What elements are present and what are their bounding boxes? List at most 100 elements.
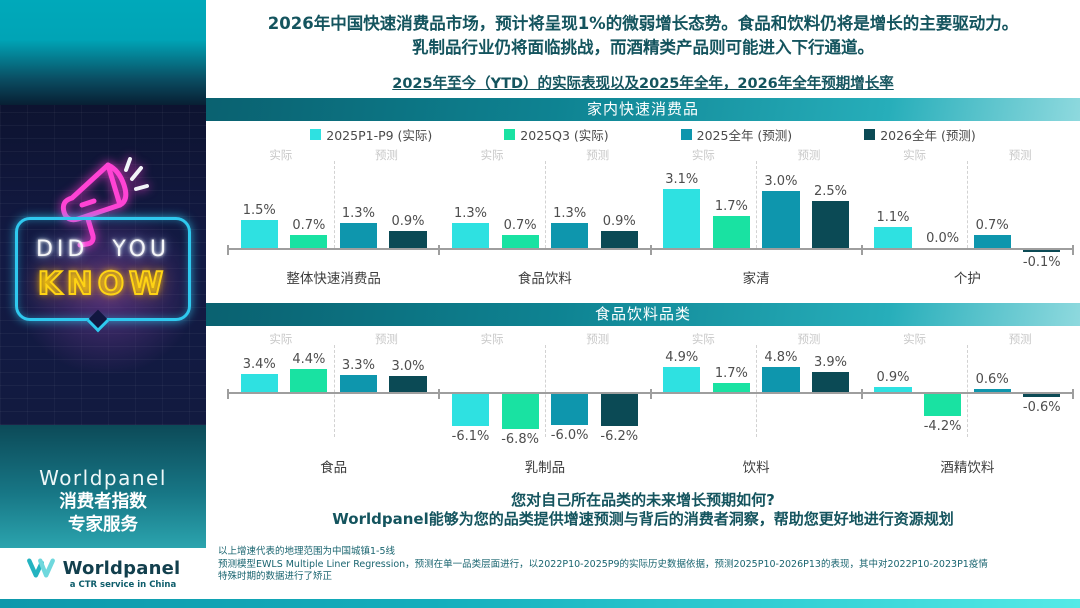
category-label: 酒精饮料 [940, 460, 995, 476]
actual-forecast-divider [967, 161, 969, 248]
forecast-sublabel: 预测 [586, 332, 610, 346]
category-label: 家清 [742, 271, 770, 287]
bar-series-1 [712, 215, 750, 248]
bottom-accent-bar [0, 599, 1080, 608]
bar-group-0: 实际 预测 1.5% 0.7% 1.3% 0.9% 整体快速消费品 [227, 145, 439, 290]
bar-series-3 [1023, 394, 1061, 398]
bar-group-3: 实际 预测 0.9% -4.2% 0.6% -0.6% 酒精饮料 [860, 329, 1074, 479]
neon-word-did: DID [35, 237, 89, 262]
bar-value-label: 0.7% [975, 217, 1009, 233]
bar-value-label: 4.9% [665, 349, 699, 365]
bar-series-2 [551, 223, 589, 248]
bar-group-2: 实际 预测 3.1% 1.7% 3.0% 2.5% 家清 [649, 145, 862, 290]
neon-speech-bubble: DID YOU KNOW [15, 217, 191, 333]
bar-value-label: -0.1% [1022, 254, 1061, 270]
worldpanel-w-icon [26, 558, 55, 578]
axis-tick [860, 245, 863, 255]
chart2-header-band: 食品饮料品类 [206, 303, 1080, 326]
bar-value-label: 3.0% [391, 359, 425, 375]
forecast-sublabel: 预测 [586, 148, 610, 162]
bar-series-1 [501, 394, 539, 430]
bar-group-0: 实际 预测 3.4% 4.4% 3.3% 3.0% 食品 [227, 329, 439, 479]
bar-series-1 [290, 234, 328, 248]
legend-item-1: 2025Q3 (实际) [504, 125, 609, 143]
bar-series-2 [973, 388, 1011, 392]
legend-label: 2026全年 (预测) [880, 127, 976, 143]
category-label: 食品 [320, 460, 348, 476]
bar-value-label: 0.9% [876, 370, 910, 386]
cta-text: 您对自己所在品类的未来增长预期如何? Worldpanel能够为您的品类提供增速… [206, 491, 1080, 529]
legend-swatch [864, 128, 876, 140]
actual-sublabel: 实际 [903, 148, 927, 162]
bar-series-1 [712, 383, 750, 392]
actual-forecast-divider [967, 345, 969, 437]
axis-tick-end [1072, 389, 1074, 399]
bar-series-2 [762, 367, 800, 392]
bar-series-0 [240, 219, 278, 248]
bar-series-2 [551, 394, 589, 426]
legend-swatch [310, 128, 322, 140]
actual-forecast-divider [333, 345, 335, 437]
bar-value-label: 3.3% [341, 357, 375, 373]
bar-series-1 [501, 234, 539, 248]
forecast-sublabel: 预测 [374, 332, 398, 346]
bar-value-label: 3.1% [665, 172, 699, 188]
speech-bubble-tail [86, 309, 110, 333]
legend-item-2: 2025全年 (预测) [680, 125, 792, 143]
bar-series-3 [600, 394, 638, 427]
title-line-2: 乳制品行业仍将面临挑战，而酒精类产品则可能进入下行通道。 [412, 38, 874, 57]
footnote-line-1: 以上增速代表的地理范围为中国城镇1-5线 [218, 546, 396, 557]
bar-value-label: -6.0% [550, 428, 589, 444]
bar-series-1 [924, 394, 962, 416]
bar-value-label: 1.1% [876, 210, 910, 226]
cta-line-2: Worldpanel能够为您的品类提供增速预测与背后的消费者洞察，帮助您更好地进… [332, 510, 954, 528]
chart2-plot: 实际 预测 3.4% 4.4% 3.3% 3.0% 食品 实际 预测 -6.1% -6.8% -6.0… [227, 329, 1074, 479]
bar-value-label: 0.9% [391, 213, 425, 229]
bar-group-1: 实际 预测 -6.1% -6.8% -6.0% -6.2% 乳制品 [438, 329, 650, 479]
sidebar-top-gradient [0, 0, 206, 105]
footnotes: 以上增速代表的地理范围为中国城镇1-5线 预测模型EWLS Multiple L… [206, 546, 1080, 584]
chart1-plot: 实际 预测 1.5% 0.7% 1.3% 0.9% 整体快速消费品 实际 预测 1.3% 0.7% 1… [227, 145, 1074, 290]
bar-value-label: -0.6% [1022, 400, 1061, 416]
logo-tagline: a CTR service in China [69, 580, 177, 590]
category-label: 食品饮料 [517, 271, 572, 287]
bar-value-label: -6.8% [501, 432, 539, 448]
actual-sublabel: 实际 [269, 148, 293, 162]
bar-value-label: 4.4% [292, 352, 326, 368]
actual-forecast-divider [544, 161, 546, 248]
bar-value-label: 3.0% [764, 174, 798, 189]
bar-group-3: 实际 预测 1.1% 0.0% 0.7% -0.1% 个护 [860, 145, 1074, 290]
bar-group-1: 实际 预测 1.3% 0.7% 1.3% 0.9% 食品饮料 [438, 145, 650, 290]
footnote-line-2: 预测模型EWLS Multiple Liner Regression，预测在单一… [218, 558, 988, 570]
forecast-sublabel: 预测 [1008, 332, 1032, 346]
legend-item-3: 2026全年 (预测) [864, 125, 976, 143]
bar-value-label: 0.9% [602, 213, 636, 229]
bar-value-label: 1.7% [714, 366, 748, 382]
bar-value-label: 3.9% [813, 354, 847, 370]
page-title: 2026年中国快速消费品市场，预计将呈现1%的微弱增长态势。食品和饮料仍将是增长… [206, 0, 1080, 60]
title-line-1: 2026年中国快速消费品市场，预计将呈现1%的微弱增长态势。食品和饮料仍将是增长… [267, 14, 1019, 33]
legend-label: 2025P1-P9 (实际) [326, 127, 433, 143]
actual-sublabel: 实际 [691, 148, 715, 162]
bar-series-1 [290, 369, 328, 392]
bar-series-2 [973, 234, 1011, 248]
bar-series-3 [1023, 250, 1061, 252]
bar-value-label: 4.8% [764, 350, 798, 366]
chart1-header-band: 家内快速消费品 [206, 98, 1080, 121]
actual-forecast-divider [544, 345, 546, 437]
actual-sublabel: 实际 [691, 332, 715, 346]
bar-value-label: 0.6% [975, 371, 1009, 387]
left-sidebar: DID YOU KNOW Worldpanel 消费者指数 专家服务 World… [0, 0, 206, 599]
forecast-sublabel: 预测 [797, 332, 821, 346]
axis-tick [227, 389, 229, 399]
bar-value-label: 3.4% [242, 357, 276, 373]
footnote-line-3: 特殊时期的数据进行了矫正 [218, 571, 333, 582]
bar-series-3 [389, 230, 427, 248]
bar-series-0 [874, 227, 912, 248]
legend-item-0: 2025P1-P9 (实际) [310, 125, 432, 143]
axis-tick [438, 389, 441, 399]
bar-series-3 [811, 200, 850, 248]
category-label: 整体快速消费品 [286, 271, 381, 287]
actual-forecast-divider [333, 161, 335, 248]
